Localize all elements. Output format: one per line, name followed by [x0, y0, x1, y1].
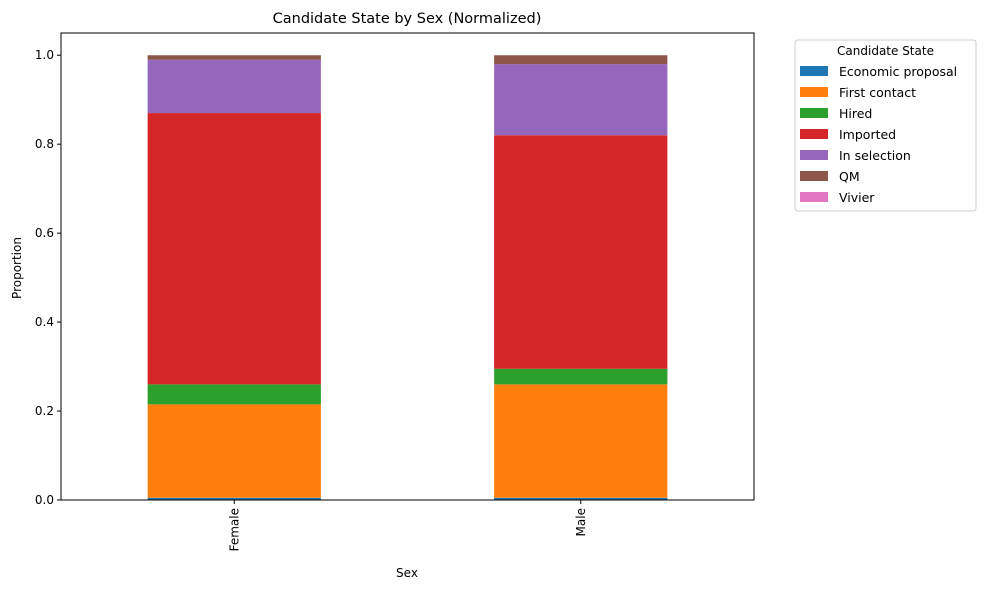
y-tick-label: 0.6	[35, 226, 54, 240]
bar-segment-male-4	[494, 64, 668, 136]
bar-segment-male-3	[494, 135, 668, 369]
legend-label-4: In selection	[839, 148, 911, 163]
bar-segment-male-1	[494, 384, 668, 498]
y-tick-label: 0.0	[35, 493, 54, 507]
legend-swatch-4	[800, 150, 828, 160]
x-axis-label: Sex	[396, 566, 418, 580]
plot-frame	[60, 32, 755, 501]
bar-segment-female-2	[147, 384, 321, 405]
legend-title: Candidate State	[837, 44, 934, 58]
y-axis-label: Proportion	[10, 237, 24, 299]
bar-segment-male-0	[494, 497, 668, 500]
bar-segment-male-2	[494, 368, 668, 385]
y-tick-label: 1.0	[35, 48, 54, 62]
legend-label-5: QM	[839, 169, 860, 184]
legend-label-6: Vivier	[839, 190, 875, 205]
legend: Candidate State Economic proposal First co…	[794, 39, 977, 212]
axes-layer: 0.0 0.2 0.4 0.6 0.8 1.0 Female Male	[35, 32, 755, 551]
legend-label-0: Economic proposal	[839, 64, 957, 79]
legend-swatch-1	[800, 87, 828, 97]
x-tick-label: Female	[227, 508, 241, 551]
y-tick-label: 0.8	[35, 137, 54, 151]
legend-swatch-5	[800, 171, 828, 181]
legend-label-2: Hired	[839, 106, 872, 121]
bar-segment-female-4	[147, 59, 321, 114]
legend-label-3: Imported	[839, 127, 896, 142]
bars-layer	[147, 55, 668, 500]
legend-label-1: First contact	[839, 85, 916, 100]
chart-title: Candidate State by Sex (Normalized)	[273, 11, 542, 27]
bar-segment-male-5	[494, 55, 668, 65]
bar-segment-female-3	[147, 113, 321, 385]
bar-segment-female-1	[147, 404, 321, 498]
y-tick-label: 0.2	[35, 404, 54, 418]
legend-swatch-6	[800, 192, 828, 202]
legend-box	[794, 39, 977, 212]
y-tick-label: 0.4	[35, 315, 54, 329]
legend-swatch-0	[800, 66, 828, 76]
bar-segment-female-5	[147, 55, 321, 60]
legend-swatch-3	[800, 129, 828, 139]
legend-swatch-2	[800, 108, 828, 118]
x-tick-label: Male	[574, 508, 588, 536]
bar-segment-female-0	[147, 497, 321, 500]
